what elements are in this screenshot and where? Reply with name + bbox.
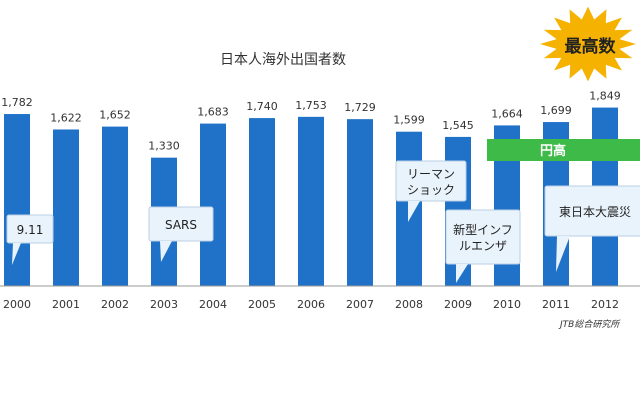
callout-text: 新型インフルエンザ [453, 222, 513, 253]
callout-box [445, 209, 521, 265]
x-tick-2010: 2010 [493, 298, 521, 311]
value-label-2010: 1,664 [491, 107, 523, 120]
value-label-2009: 1,545 [442, 119, 474, 132]
x-tick-2002: 2002 [101, 298, 129, 311]
callout-2001: 9.11 [6, 214, 54, 265]
bar-2002 [102, 126, 128, 286]
value-label-2008: 1,599 [393, 114, 425, 127]
x-tick-2000: 2000 [3, 298, 31, 311]
callout-pointer [456, 264, 468, 283]
callout-box [544, 185, 640, 237]
callout-box [395, 160, 467, 202]
chart-title: 日本人海外出国者数 [220, 52, 346, 68]
x-tick-2003: 2003 [150, 298, 178, 311]
x-tick-2012: 2012 [591, 298, 619, 311]
starburst-label: 最高数 [565, 36, 617, 57]
callout-box [6, 214, 54, 244]
value-label-2012: 1,849 [589, 90, 621, 103]
bar-2005 [249, 118, 275, 286]
bars-layer [4, 107, 618, 287]
starburst-badge [540, 6, 636, 82]
value-label-2000: 1,782 [1, 96, 33, 109]
value-label-2003: 1,330 [148, 140, 180, 153]
value-label-2011: 1,699 [540, 104, 572, 117]
callout-pointer [556, 236, 570, 272]
bar-2000 [4, 114, 30, 286]
x-tick-2006: 2006 [297, 298, 325, 311]
callout-2011: 東日本大震災 [544, 185, 640, 272]
callout-2009: 新型インフルエンザ [445, 209, 521, 283]
callout-box [148, 206, 214, 242]
value-label-2004: 1,683 [197, 106, 229, 119]
record-starburst-layer: 最高数 [540, 6, 636, 82]
callout-2008: リーマンショック [395, 160, 467, 222]
bar-2007 [347, 119, 373, 287]
value-label-2002: 1,652 [99, 109, 131, 122]
callout-text: リーマンショック [407, 167, 455, 197]
x-tick-2001: 2001 [52, 298, 80, 311]
yen-banner-layer: 円高 [487, 139, 640, 161]
x-tick-2005: 2005 [248, 298, 276, 311]
callout-pointer [12, 243, 21, 265]
value-labels-layer: 1,782 1,622 1,652 1,330 1,683 1,740 1,753 1,729… [1, 90, 621, 153]
x-tick-2011: 2011 [542, 298, 570, 311]
x-tick-2008: 2008 [395, 298, 423, 311]
callout-pointer [160, 241, 172, 262]
bar-2006 [298, 116, 324, 286]
callout-2003: SARS [148, 206, 214, 262]
value-label-2007: 1,729 [344, 101, 376, 114]
yen-banner [487, 139, 640, 161]
yen-banner-label: 円高 [540, 143, 566, 159]
x-tick-2007: 2007 [346, 298, 374, 311]
callout-text: SARS [165, 218, 197, 232]
callout-text: 東日本大震災 [559, 205, 631, 219]
bar-2001 [53, 129, 79, 286]
value-label-2005: 1,740 [246, 100, 278, 113]
value-label-2001: 1,622 [50, 111, 82, 124]
value-label-2006: 1,753 [295, 99, 327, 112]
callout-text: 9.11 [17, 223, 44, 237]
x-tick-labels-layer: 2000 2001 2002 2003 2004 2005 2006 2007 2008 2009… [3, 298, 619, 311]
source-credit: JTB総合研究所 [558, 319, 621, 330]
x-tick-2009: 2009 [444, 298, 472, 311]
x-tick-2004: 2004 [199, 298, 227, 311]
callout-pointer [408, 201, 420, 222]
bar-2004 [200, 123, 226, 286]
